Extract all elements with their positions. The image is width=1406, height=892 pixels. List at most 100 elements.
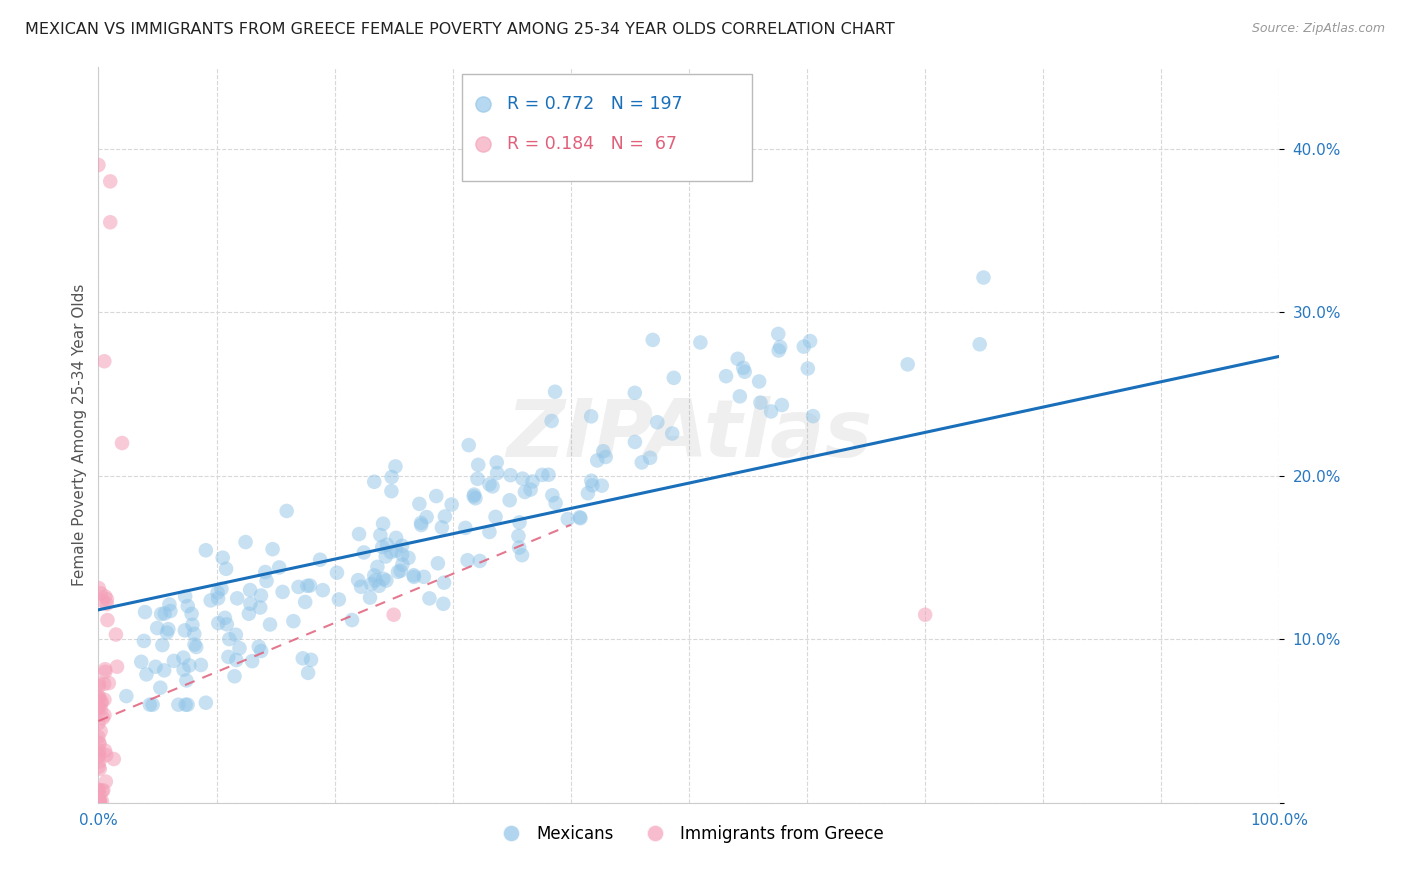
Point — [623, 385, 645, 400]
Point — [391, 539, 413, 553]
Point — [531, 467, 554, 482]
Point — [748, 375, 770, 389]
Point — [225, 628, 247, 642]
Point — [440, 498, 463, 512]
Point — [200, 593, 222, 607]
Point — [89, 755, 111, 769]
Point — [486, 466, 509, 480]
Point — [90, 724, 112, 739]
Point — [150, 607, 173, 621]
Point — [454, 521, 477, 535]
Point — [226, 591, 249, 606]
Point — [522, 475, 544, 489]
Point — [433, 575, 456, 590]
Point — [173, 663, 195, 677]
Point — [87, 736, 110, 750]
Point — [129, 655, 152, 669]
Point — [714, 369, 737, 384]
Point — [94, 662, 117, 676]
Point — [153, 607, 176, 621]
Point — [408, 497, 430, 511]
Point — [595, 450, 617, 464]
Point — [328, 592, 350, 607]
Point — [96, 613, 118, 627]
Point — [544, 384, 567, 399]
Point — [541, 488, 564, 502]
Point — [385, 531, 408, 545]
Point — [105, 659, 128, 673]
Point — [87, 730, 110, 744]
Point — [389, 564, 412, 578]
Point — [375, 538, 398, 552]
Point — [374, 549, 396, 564]
Point — [145, 659, 167, 673]
Point — [98, 174, 121, 188]
Point — [90, 695, 112, 709]
Point — [150, 638, 173, 652]
Point — [537, 467, 560, 482]
Point — [249, 600, 271, 615]
Point — [359, 591, 381, 605]
Point — [163, 654, 186, 668]
Point — [662, 371, 685, 385]
Point — [728, 389, 751, 403]
Point — [180, 607, 202, 621]
Point — [624, 434, 647, 449]
Point — [156, 625, 179, 640]
Point — [104, 627, 127, 641]
Point — [87, 691, 110, 706]
Point — [94, 590, 117, 604]
Point — [115, 689, 138, 703]
Point — [384, 459, 406, 474]
Point — [91, 594, 114, 608]
Point — [749, 395, 772, 409]
Point — [259, 617, 281, 632]
Point — [484, 509, 506, 524]
Point — [768, 326, 790, 341]
Point — [467, 458, 489, 472]
Point — [87, 783, 110, 797]
Point — [225, 653, 247, 667]
Point — [309, 553, 332, 567]
Point — [91, 783, 114, 797]
Point — [87, 747, 110, 762]
Point — [340, 613, 363, 627]
Point — [215, 562, 238, 576]
Point — [347, 573, 370, 587]
Point — [179, 658, 201, 673]
Point — [157, 598, 180, 612]
Point — [793, 340, 815, 354]
Point — [93, 354, 115, 368]
Point — [592, 444, 614, 458]
Point — [240, 654, 263, 668]
Point — [239, 582, 262, 597]
Point — [366, 559, 388, 574]
Point — [146, 621, 169, 635]
Point — [96, 592, 118, 607]
Point — [591, 478, 613, 492]
Point — [363, 475, 385, 489]
Point — [93, 708, 115, 723]
Point — [176, 673, 198, 688]
Point — [630, 455, 652, 469]
Point — [364, 574, 387, 588]
Point — [467, 472, 489, 486]
Point — [468, 554, 491, 568]
Point — [353, 545, 375, 559]
Point — [510, 548, 533, 562]
Legend: Mexicans, Immigrants from Greece: Mexicans, Immigrants from Greece — [488, 818, 890, 850]
Point — [93, 677, 115, 691]
Point — [638, 450, 661, 465]
Point — [411, 518, 433, 533]
Point — [254, 565, 277, 579]
Point — [149, 681, 172, 695]
Point — [645, 415, 668, 429]
Text: ZIPAtlas: ZIPAtlas — [506, 396, 872, 474]
Point — [641, 333, 664, 347]
Point — [508, 541, 530, 555]
Point — [87, 581, 110, 595]
Point — [370, 528, 392, 542]
Point — [418, 591, 440, 606]
Point — [93, 692, 115, 706]
Point — [207, 591, 229, 606]
